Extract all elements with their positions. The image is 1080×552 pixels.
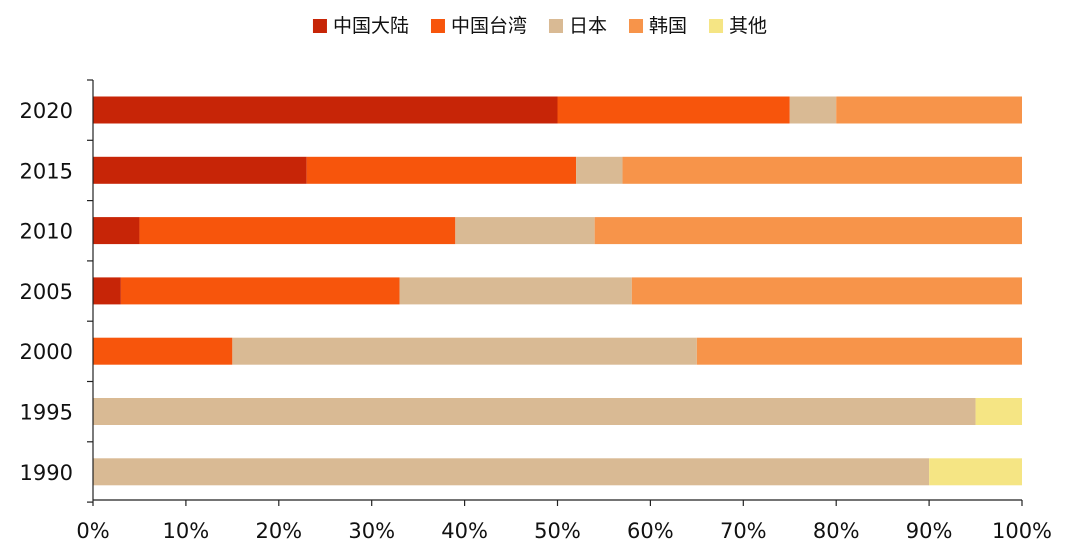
bar-2020-series-1 <box>557 96 790 124</box>
x-tick-label: 90% <box>906 519 953 543</box>
x-tick-label: 0% <box>76 519 109 543</box>
legend-swatch <box>312 19 327 33</box>
legend-label: 日本 <box>569 15 607 37</box>
legend-item: 日本 <box>548 15 607 37</box>
legend-swatch <box>548 19 563 33</box>
legend-swatch <box>430 19 445 33</box>
legend-label: 其他 <box>729 15 767 37</box>
bar-1995-series-4 <box>975 398 1022 425</box>
bar-2005-series-3 <box>631 277 1022 305</box>
bar-2010-series-1 <box>139 217 456 245</box>
x-tick-label: 20% <box>255 519 302 543</box>
y-tick-label: 2020 <box>20 99 73 123</box>
bar-2020-series-0 <box>93 96 558 124</box>
bar-2015-series-3 <box>622 156 1022 184</box>
y-tick-label: 1990 <box>20 461 73 485</box>
axes: 2020 2015 2010 2005 2000 1995 1990 0% 10% 20% 30% 4… <box>20 79 1052 543</box>
x-tick-label: 100% <box>992 519 1052 543</box>
bar-1990-series-4 <box>929 458 1022 486</box>
bar-2005-series-0 <box>93 277 121 305</box>
x-tick-label: 40% <box>441 519 488 543</box>
bar-2010-series-3 <box>594 217 1022 245</box>
x-tick-label: 80% <box>813 519 860 543</box>
legend-label: 中国台湾 <box>451 15 527 37</box>
bar-area <box>93 96 1022 486</box>
y-tick-label: 2005 <box>20 280 73 304</box>
bar-2020-series-2 <box>789 96 837 124</box>
legend-item: 其他 <box>709 15 767 37</box>
legend-label: 中国大陆 <box>333 15 409 37</box>
legend-swatch <box>709 19 724 33</box>
bar-1995-series-2 <box>93 398 976 425</box>
bar-1990-series-2 <box>93 458 930 486</box>
legend-item: 韩国 <box>629 15 687 37</box>
x-tick-label: 10% <box>163 519 210 543</box>
legend-label: 韩国 <box>649 15 687 37</box>
bar-2000-series-2 <box>232 337 697 365</box>
bar-2005-series-2 <box>399 277 632 305</box>
x-tick-label: 30% <box>348 519 395 543</box>
bar-2015-series-0 <box>93 156 307 184</box>
legend-item: 中国台湾 <box>430 15 527 37</box>
legend-item: 中国大陆 <box>312 15 409 37</box>
bar-2015-series-2 <box>576 156 623 184</box>
bar-2020-series-3 <box>836 96 1022 124</box>
legend: 中国大陆 中国台湾 日本 韩国 其他 <box>312 15 767 37</box>
y-tick-label: 2000 <box>20 340 73 364</box>
y-tick-label: 2015 <box>20 159 73 183</box>
bar-2000-series-1 <box>93 337 233 365</box>
bar-2010-series-0 <box>93 217 140 245</box>
bar-2015-series-1 <box>306 156 577 184</box>
bar-2000-series-3 <box>696 337 1022 365</box>
y-tick-label: 1995 <box>20 401 73 425</box>
legend-swatch <box>629 19 644 33</box>
x-tick-label: 70% <box>720 519 767 543</box>
bar-2010-series-2 <box>455 217 595 245</box>
x-tick-label: 60% <box>627 519 674 543</box>
y-tick-label: 2010 <box>20 220 73 244</box>
bar-2005-series-1 <box>120 277 400 305</box>
x-tick-label: 50% <box>534 519 581 543</box>
